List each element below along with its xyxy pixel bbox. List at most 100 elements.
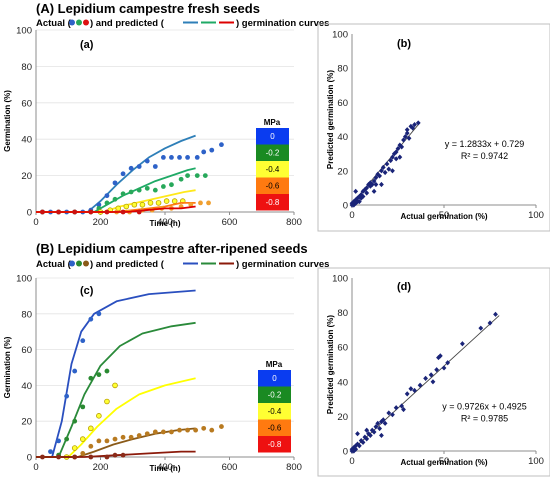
data-point — [441, 365, 447, 371]
data-point — [88, 316, 94, 322]
panel-label: (c) — [80, 285, 94, 297]
mpa-swatch — [258, 386, 291, 403]
x-tick-label: 400 — [157, 217, 173, 228]
data-point — [393, 156, 399, 162]
data-point — [104, 200, 110, 206]
y-tick-label: 40 — [337, 377, 348, 388]
y-tick-label: 80 — [337, 64, 348, 75]
data-point — [417, 382, 423, 388]
data-point — [373, 181, 379, 188]
y-tick-label: 60 — [337, 98, 348, 109]
mpa-legend-title: MPa — [264, 118, 281, 127]
data-point — [206, 200, 211, 206]
predicted-curve — [36, 289, 196, 458]
data-point — [120, 171, 126, 177]
data-point — [96, 413, 102, 419]
data-point — [136, 433, 142, 438]
data-point — [437, 353, 443, 359]
data-point — [382, 420, 388, 426]
data-point — [384, 161, 390, 167]
x-tick-label: 100 — [528, 456, 544, 467]
data-point — [366, 181, 371, 188]
data-point — [445, 360, 451, 366]
data-point — [169, 155, 174, 160]
data-point — [79, 436, 86, 442]
data-point — [169, 429, 174, 435]
y-tick-label: 20 — [21, 417, 32, 428]
mpa-swatch-label: 0 — [272, 374, 277, 383]
regression-equation: y = 0.9726x + 0.4925 — [442, 401, 527, 411]
data-point — [408, 386, 414, 392]
data-point — [104, 193, 110, 199]
data-point — [353, 197, 359, 203]
y-tick-label: 60 — [337, 343, 348, 354]
data-point — [64, 393, 70, 399]
data-point — [364, 436, 370, 442]
data-point — [123, 203, 130, 210]
r-squared: R² = 0.9742 — [461, 151, 508, 161]
x-tick-label: 50 — [439, 210, 450, 221]
legend-b-dot-brown — [83, 260, 89, 267]
data-point — [487, 320, 493, 326]
panel-d-frame — [317, 267, 550, 477]
data-point — [72, 368, 78, 374]
y-tick-label: 80 — [337, 308, 348, 319]
data-point — [380, 164, 386, 170]
y-axis-label: Predicted germination (%) — [326, 315, 335, 414]
data-point — [423, 375, 428, 381]
data-point — [360, 193, 366, 200]
data-point — [395, 145, 401, 152]
data-point — [120, 452, 126, 458]
data-point — [48, 449, 53, 455]
data-point — [430, 379, 436, 385]
data-point — [349, 446, 355, 452]
data-point — [368, 432, 373, 439]
legend-b-and-predicted: ) and predicted ( — [90, 259, 165, 270]
chart-b: 0 20 40 60 80 100 0 50 100 Actual germination (%)… — [326, 30, 544, 222]
y-axis-label: Predicted germination (%) — [326, 70, 335, 169]
data-point — [64, 436, 70, 442]
data-point — [393, 149, 399, 155]
x-tick-label: 0 — [33, 462, 38, 473]
data-point — [390, 154, 395, 160]
data-point — [160, 429, 166, 435]
y-tick-label: 0 — [27, 208, 32, 219]
data-point — [56, 454, 61, 460]
legend-a-curves: ) germination curves — [236, 18, 329, 29]
x-axis-label: Actual germination (%) — [400, 458, 487, 467]
data-point — [386, 166, 392, 172]
data-point — [371, 429, 377, 435]
data-point — [202, 173, 208, 179]
data-point — [96, 311, 102, 317]
data-point — [402, 134, 408, 140]
x-axis-label: Actual germination (%) — [400, 212, 487, 221]
y-tick-label: 100 — [16, 26, 32, 37]
data-point — [371, 178, 377, 184]
data-point — [88, 209, 94, 215]
data-point — [185, 155, 190, 160]
data-point — [201, 425, 207, 431]
legend-a-and-predicted: ) and predicted ( — [90, 18, 165, 29]
data-point — [88, 443, 94, 449]
section-b-legend: Actual ( ) and predicted ( ) germination… — [36, 259, 329, 270]
x-tick-label: 50 — [439, 456, 450, 467]
data-point — [144, 158, 150, 164]
data-point — [478, 325, 484, 331]
mpa-swatch-label: -0.4 — [266, 165, 280, 174]
x-tick-label: 600 — [222, 462, 238, 473]
mpa-swatch-label: -0.8 — [268, 440, 282, 449]
x-tick-label: 0 — [33, 217, 38, 228]
mpa-swatch-label: -0.8 — [266, 198, 280, 207]
data-point — [112, 180, 118, 186]
data-point — [72, 418, 78, 424]
y-tick-label: 0 — [343, 447, 348, 458]
data-point — [104, 438, 110, 444]
data-point — [152, 187, 158, 193]
panel-label: (a) — [80, 39, 94, 51]
data-point — [147, 200, 154, 206]
data-point — [209, 147, 215, 153]
predicted-curve — [36, 377, 196, 458]
data-point — [194, 173, 200, 179]
data-point — [177, 427, 182, 433]
mpa-swatch — [256, 177, 289, 194]
